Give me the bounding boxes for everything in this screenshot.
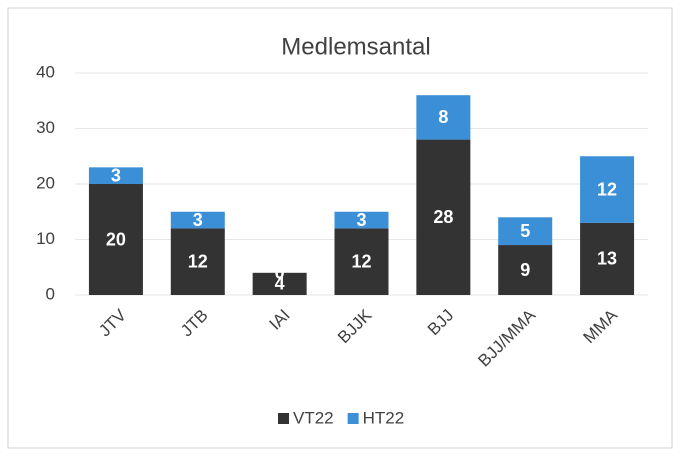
- y-tick-label: 30: [36, 118, 55, 137]
- bar-segment: [334, 228, 389, 295]
- legend-label: VT22: [293, 408, 334, 427]
- y-tick-label: 10: [36, 229, 55, 248]
- chart-title: Medlemsantal: [281, 33, 430, 60]
- legend-label: HT22: [363, 408, 405, 427]
- data-label: 28: [433, 207, 453, 227]
- bar-segment: [416, 95, 471, 140]
- bar-segment: [498, 217, 553, 246]
- bar-segment: [170, 211, 225, 229]
- bar-segment: [252, 272, 307, 295]
- y-tick-label: 20: [36, 173, 55, 192]
- y-tick-label: 0: [46, 284, 55, 303]
- bar-segment: [580, 156, 635, 223]
- legend-swatch: [347, 413, 359, 424]
- data-label: 3: [356, 210, 366, 230]
- bar-segment: [88, 167, 143, 184]
- bar-segment: [170, 228, 225, 295]
- bar-segment: [498, 245, 553, 295]
- data-label: 12: [188, 251, 208, 271]
- bar-segment: [580, 222, 635, 295]
- data-label: 12: [597, 179, 617, 199]
- bar-segment: [416, 139, 471, 295]
- data-label: 9: [520, 260, 530, 280]
- y-tick-label: 40: [36, 62, 55, 81]
- data-label: 0: [275, 263, 285, 283]
- data-label: 4: [275, 274, 285, 294]
- data-label: 8: [438, 107, 448, 127]
- bar-segment: [88, 184, 143, 295]
- data-label: 20: [106, 229, 126, 249]
- data-label: 12: [351, 251, 371, 271]
- data-label: 3: [111, 165, 121, 185]
- data-label: 13: [597, 249, 617, 269]
- bar-segment: [334, 211, 389, 229]
- legend-swatch: [278, 413, 289, 424]
- data-label: 5: [520, 221, 530, 241]
- data-label: 3: [193, 210, 203, 230]
